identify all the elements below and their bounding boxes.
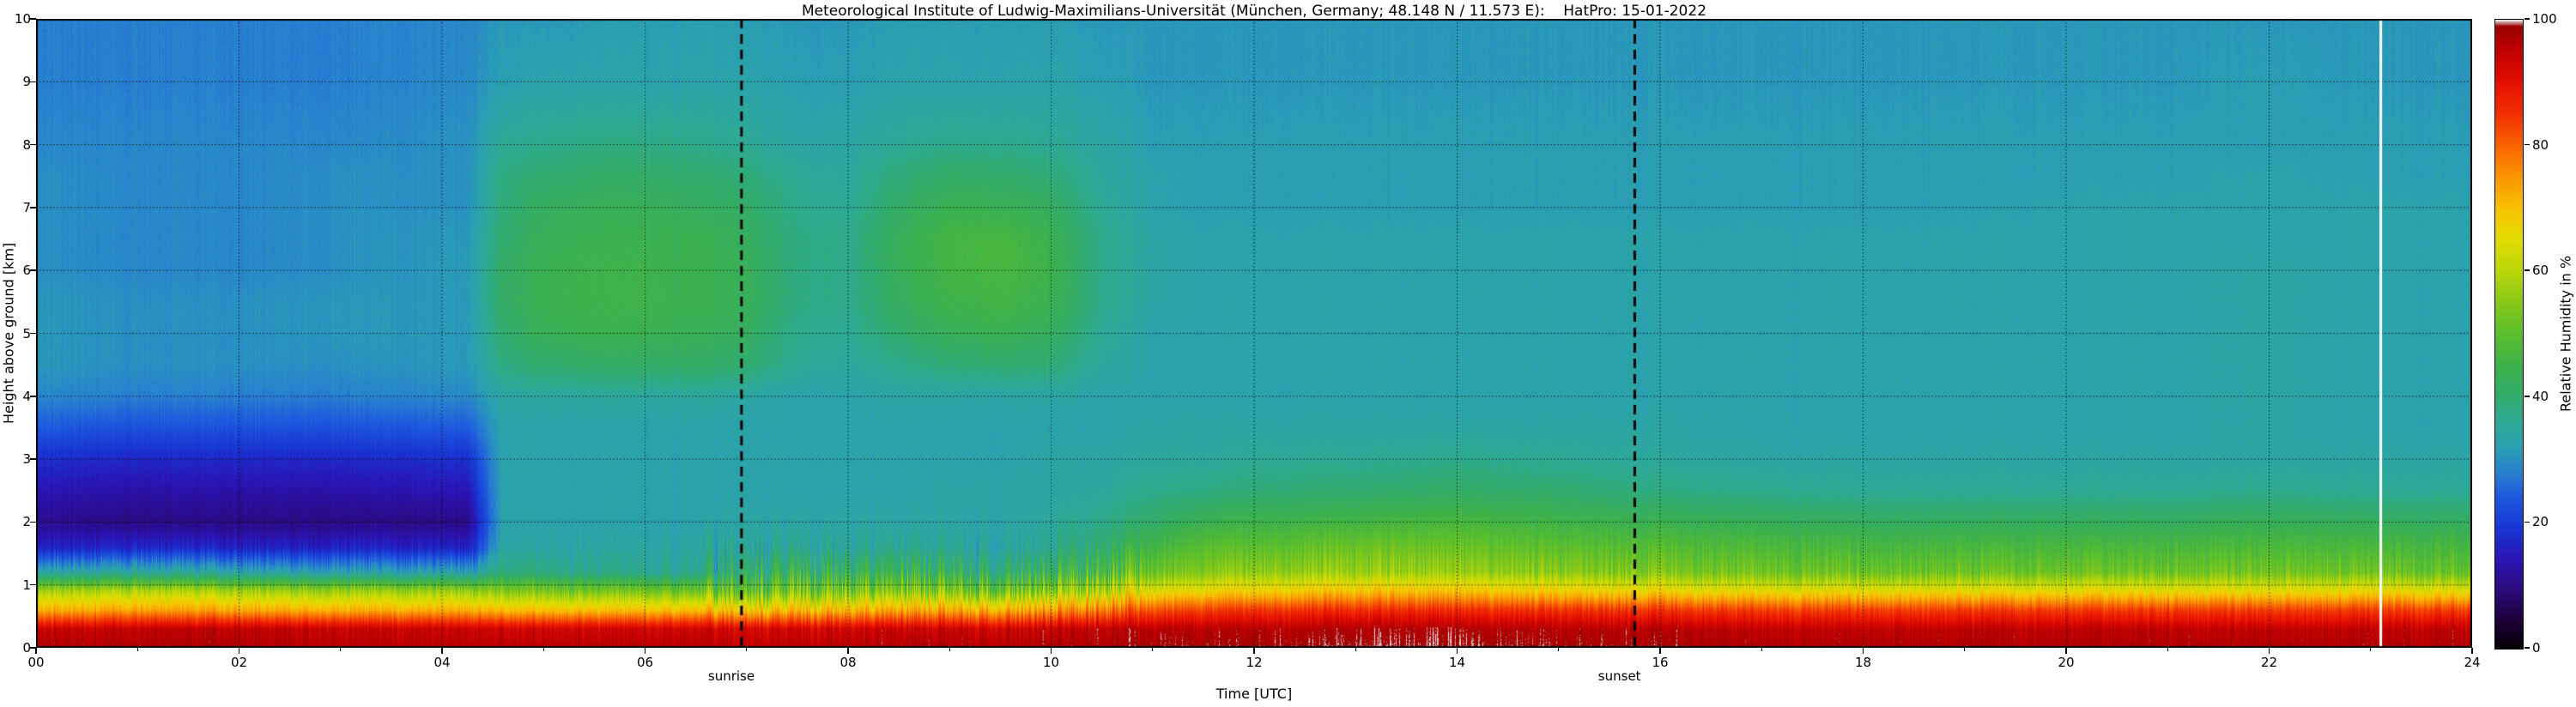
y-tick-mark [30, 458, 36, 460]
x-tick-label: 00 [27, 655, 45, 670]
x-tick-mark [1659, 648, 1661, 654]
x-axis-label: Time [UTC] [1215, 686, 1293, 702]
y-tick-mark [30, 269, 36, 271]
colorbar-tick-mark [2524, 143, 2530, 146]
x-tick-label: 06 [636, 655, 654, 670]
x-minor-tick-mark [949, 648, 950, 651]
y-tick-mark [30, 521, 36, 523]
plot-area [36, 19, 2472, 648]
x-tick-mark [35, 648, 37, 654]
x-tick-label: 12 [1246, 655, 1263, 670]
x-tick-mark [2065, 648, 2067, 654]
x-tick-label: 18 [1854, 655, 1872, 670]
x-tick-label: 10 [1042, 655, 1060, 670]
sunset-label: sunset [1597, 668, 1641, 684]
x-tick-mark [1050, 648, 1052, 654]
colorbar-label: Relative Humidity in % [2557, 255, 2574, 412]
x-tick-label: 08 [839, 655, 857, 670]
x-tick-mark [238, 648, 240, 654]
x-tick-mark [2471, 648, 2473, 654]
y-tick-mark [30, 81, 36, 83]
x-minor-tick-mark [1152, 648, 1154, 651]
x-tick-mark [2268, 648, 2270, 654]
x-tick-label: 20 [2058, 655, 2075, 670]
colorbar [2494, 19, 2524, 650]
x-minor-tick-mark [1964, 648, 1966, 651]
plot-title: Meteorological Institute of Ludwig-Maxim… [801, 3, 1707, 20]
y-tick-mark [30, 647, 36, 649]
colorbar-canvas [2495, 20, 2523, 649]
colorbar-tick-mark [2524, 18, 2530, 20]
y-tick-mark [30, 396, 36, 397]
x-tick-mark [644, 648, 646, 654]
x-tick-mark [441, 648, 443, 654]
sunrise-label: sunrise [707, 668, 755, 684]
colorbar-tick-mark [2524, 396, 2530, 397]
y-axis-label: Height above ground [km] [0, 242, 17, 425]
x-minor-tick-mark [746, 648, 748, 651]
y-tick-mark [30, 143, 36, 146]
x-tick-label: 04 [433, 655, 451, 670]
x-tick-label: 02 [230, 655, 248, 670]
colorbar-tick-mark [2524, 521, 2530, 523]
x-minor-tick-mark [1761, 648, 1762, 651]
humidity-heatmap-canvas [36, 19, 2472, 648]
x-tick-mark [847, 648, 849, 654]
x-tick-mark [1456, 648, 1458, 654]
x-minor-tick-mark [2370, 648, 2372, 651]
x-tick-label: 22 [2260, 655, 2278, 670]
x-minor-tick-mark [2167, 648, 2168, 651]
x-minor-tick-mark [136, 648, 138, 651]
colorbar-tick-mark [2524, 647, 2530, 649]
x-minor-tick-mark [340, 648, 342, 651]
x-minor-tick-mark [1558, 648, 1560, 651]
x-minor-tick-mark [542, 648, 544, 651]
y-tick-mark [30, 583, 36, 586]
x-tick-label: 14 [1448, 655, 1466, 670]
x-tick-mark [1862, 648, 1864, 654]
x-minor-tick-mark [1355, 648, 1356, 651]
colorbar-tick-mark [2524, 269, 2530, 271]
x-tick-mark [1253, 648, 1255, 654]
y-tick-mark [30, 332, 36, 335]
y-tick-mark [30, 18, 36, 20]
x-tick-label: 24 [2464, 655, 2481, 670]
y-tick-mark [30, 207, 36, 208]
